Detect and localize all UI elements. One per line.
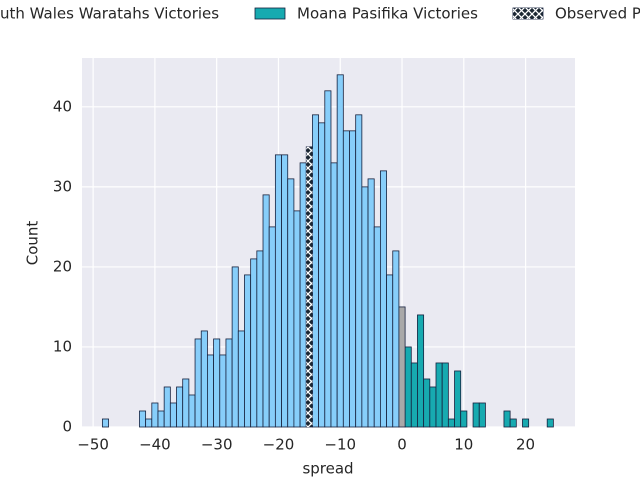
histogram-bar (373, 226, 381, 428)
histogram-bar (312, 114, 320, 428)
x-tick-label: −20 (263, 436, 295, 454)
histogram-bar (355, 114, 363, 428)
histogram-bar (213, 338, 221, 428)
histogram-bar (274, 154, 282, 428)
histogram-bar (169, 402, 177, 428)
histogram-bar (324, 90, 332, 428)
histogram-bar (237, 330, 245, 428)
histogram-bar (188, 394, 196, 428)
histogram-bar (336, 74, 344, 428)
y-axis-label: Count (24, 221, 42, 266)
histogram-bar (293, 210, 301, 428)
histogram-bar (250, 258, 258, 428)
x-tick-label: −50 (77, 436, 109, 454)
histogram-bar (447, 418, 455, 428)
x-axis-label: spread (302, 460, 353, 478)
y-tick-label: 20 (53, 257, 72, 275)
histogram-bar (423, 378, 431, 428)
y-tick-label: 30 (53, 177, 72, 195)
legend-hatch (513, 8, 543, 19)
histogram-bar (349, 130, 357, 428)
x-tick-label: −10 (324, 436, 356, 454)
histogram-bar (392, 250, 400, 428)
histogram-bar (546, 418, 554, 428)
histogram-bar (330, 162, 338, 428)
histogram-bar (287, 178, 295, 428)
histogram-bar (281, 154, 289, 428)
histogram-bar (231, 266, 239, 428)
y-tick-label: 0 (62, 418, 72, 436)
histogram-bar (367, 178, 375, 428)
legend-label: Moana Pasifika Victories (297, 5, 478, 23)
x-tick-label: −40 (139, 436, 171, 454)
histogram-bar (509, 418, 517, 428)
histogram-bar (256, 250, 264, 428)
legend-label: Observed P (555, 5, 640, 23)
histogram-bar (151, 402, 159, 428)
histogram-bar (398, 306, 406, 428)
y-tick-label: 40 (53, 97, 72, 115)
x-tick-label: −30 (201, 436, 233, 454)
histogram-bar (139, 410, 147, 428)
histogram-bar (361, 186, 369, 428)
histogram-bar (454, 370, 462, 428)
hatch-overlay (306, 146, 313, 428)
histogram-bar (318, 122, 326, 428)
histogram-bar (441, 362, 449, 428)
x-tick-label: 10 (454, 436, 473, 454)
histogram-bar (429, 386, 437, 428)
histogram-bar (176, 386, 184, 428)
histogram-bar (101, 418, 109, 428)
histogram-bar (460, 410, 468, 428)
histogram-bar (145, 418, 153, 428)
histogram-bar (342, 130, 350, 428)
histogram-bar (522, 418, 530, 428)
histogram-bar (194, 338, 202, 428)
histogram-bar (207, 354, 214, 428)
legend-swatch (254, 7, 286, 20)
histogram-bar (417, 314, 425, 428)
histogram-bar (472, 402, 480, 428)
histogram-bar (379, 170, 387, 428)
histogram-bar (225, 338, 233, 428)
legend-label: uth Wales Waratahs Victories (0, 5, 219, 23)
histogram-bar (219, 354, 227, 428)
histogram-bar (404, 346, 412, 428)
histogram-bar (262, 194, 270, 428)
histogram-bar (435, 362, 443, 428)
histogram-bar (386, 274, 394, 428)
histogram-bar (200, 330, 208, 428)
histogram-bar (182, 378, 190, 428)
histogram-bar (163, 386, 171, 428)
histogram-bar (299, 162, 307, 428)
histogram-bar (244, 274, 252, 428)
histogram-bar (503, 410, 511, 428)
y-tick-label: 10 (53, 337, 72, 355)
histogram-bar (268, 226, 276, 428)
histogram-bar (478, 402, 486, 428)
histogram-bar (410, 362, 418, 428)
histogram-bar (157, 410, 165, 428)
x-tick-label: 0 (397, 436, 407, 454)
x-tick-label: 20 (516, 436, 535, 454)
